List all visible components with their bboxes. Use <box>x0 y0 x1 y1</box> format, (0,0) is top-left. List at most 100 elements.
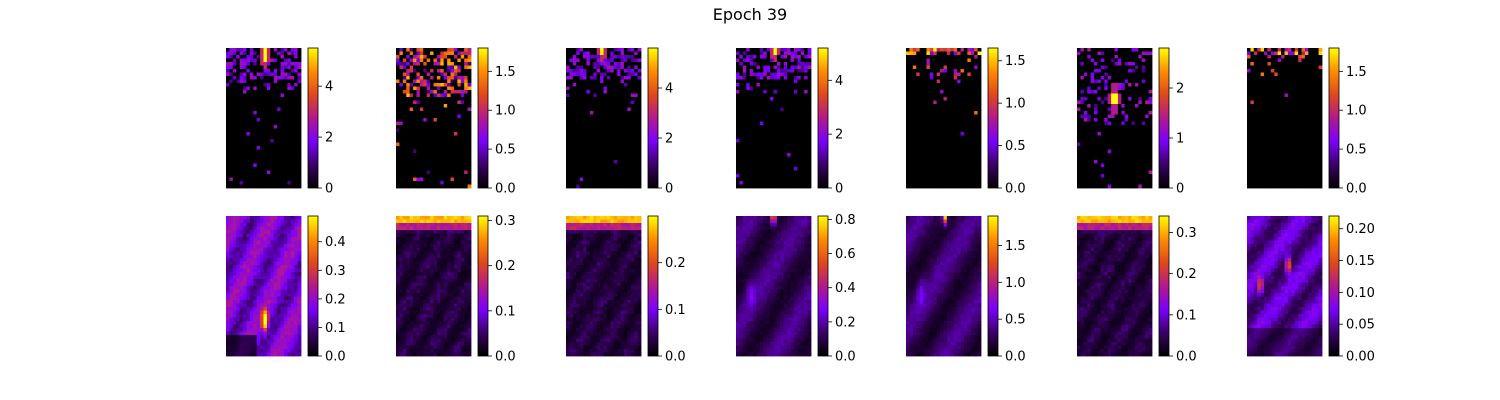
heatmap-cell <box>226 135 230 140</box>
heatmap-cell <box>1107 111 1112 115</box>
heatmap-cell <box>620 51 625 56</box>
heatmap-cell <box>790 93 795 98</box>
heatmap-cell <box>453 72 458 77</box>
heatmap-cell <box>960 142 965 147</box>
heatmap-cell <box>780 83 785 87</box>
heatmap-cell <box>243 86 247 91</box>
heatmap-cell <box>589 128 594 133</box>
heatmap-cell <box>627 174 632 178</box>
heatmap-cell <box>1121 132 1126 136</box>
heatmap-cell <box>1107 86 1112 91</box>
heatmap-cell <box>787 62 791 66</box>
heatmap-cell <box>970 149 975 154</box>
heatmap-cell <box>1094 118 1098 122</box>
heatmap-cell <box>780 167 785 171</box>
heatmap-cell <box>793 62 798 66</box>
heatmap-cell <box>613 118 618 122</box>
heatmap-cell <box>926 93 931 98</box>
heatmap-cell <box>807 174 812 178</box>
heatmap-cell <box>450 174 455 178</box>
heatmap-cell <box>923 153 927 157</box>
heatmap-cell <box>406 174 411 178</box>
heatmap-cell <box>909 125 914 129</box>
heatmap-cell <box>906 118 910 122</box>
heatmap-cell <box>467 51 472 56</box>
heatmap-cell <box>1148 128 1153 133</box>
heatmap-cell <box>273 111 278 115</box>
heatmap-cell <box>453 83 458 87</box>
heatmap-cell <box>413 167 417 171</box>
heatmap-cell <box>409 167 414 171</box>
heatmap-cell <box>603 76 608 80</box>
heatmap-cell <box>756 128 761 133</box>
heatmap-cell <box>967 79 972 84</box>
heatmap-cell <box>766 125 771 129</box>
heatmap-cell <box>746 65 751 70</box>
heatmap-cell <box>627 58 632 63</box>
heatmap-cell <box>753 149 757 154</box>
heatmap-cell <box>766 111 771 115</box>
heatmap-cell <box>600 93 604 98</box>
heatmap-cell <box>239 55 244 59</box>
heatmap-cell <box>1107 69 1112 73</box>
heatmap-cell <box>419 177 424 182</box>
heatmap-cell <box>793 160 798 164</box>
heatmap-cell <box>229 90 234 94</box>
heatmap-cell <box>929 83 934 87</box>
heatmap-cell <box>277 62 281 66</box>
heatmap-cell <box>613 153 618 157</box>
heatmap-cell <box>457 111 462 115</box>
heatmap-cell <box>566 62 570 66</box>
heatmap-cell <box>763 69 768 73</box>
heatmap-cell <box>606 72 611 77</box>
heatmap-cell <box>436 167 441 171</box>
heatmap-cell <box>294 100 298 105</box>
heatmap-cell <box>436 114 441 119</box>
heatmap-cell <box>974 104 978 108</box>
heatmap-cell <box>634 93 638 98</box>
heatmap-cell <box>919 58 924 63</box>
heatmap-cell <box>787 142 791 147</box>
heatmap-cell <box>1117 111 1122 115</box>
heatmap-cell <box>457 156 462 161</box>
heatmap-cell <box>1145 93 1149 98</box>
heatmap-cell <box>804 156 808 161</box>
heatmap-cell <box>739 139 744 143</box>
heatmap-cell <box>1131 111 1136 115</box>
heatmap-cell <box>450 97 455 101</box>
heatmap-cell <box>634 76 638 80</box>
heatmap-cell <box>1124 90 1129 94</box>
heatmap-cell <box>977 76 982 80</box>
heatmap-cell <box>460 174 465 178</box>
heatmap-cell <box>426 160 431 164</box>
heatmap-cell <box>236 167 241 171</box>
heatmap-cell <box>236 55 241 59</box>
heatmap-cell <box>736 132 740 136</box>
heatmap-cell <box>763 170 768 175</box>
heatmap-cell <box>960 163 965 168</box>
heatmap-cell <box>753 97 757 101</box>
heatmap-cell <box>453 170 458 175</box>
heatmap-cell <box>1148 72 1153 77</box>
heatmap-cell <box>793 104 798 108</box>
heatmap-cell <box>634 79 638 84</box>
heatmap-cell <box>266 167 271 171</box>
heatmap-cell <box>239 83 244 87</box>
heatmap-cell <box>1080 128 1085 133</box>
heatmap-cell <box>749 111 754 115</box>
heatmap-cell <box>787 65 791 70</box>
heatmap-cell <box>627 135 632 140</box>
heatmap-cell <box>396 76 400 80</box>
heatmap-cell <box>593 181 598 185</box>
heatmap-cell <box>919 97 924 101</box>
heatmap-cell <box>600 146 604 150</box>
heatmap-cell <box>1097 104 1102 108</box>
heatmap-cell <box>566 170 570 175</box>
heatmap-cell <box>923 177 927 182</box>
heatmap-cell <box>396 128 400 133</box>
heatmap-cell <box>793 125 798 129</box>
heatmap-cell <box>239 51 244 56</box>
heatmap-cell <box>963 160 968 164</box>
heatmap-cell <box>742 93 747 98</box>
heatmap-cell <box>239 111 244 115</box>
